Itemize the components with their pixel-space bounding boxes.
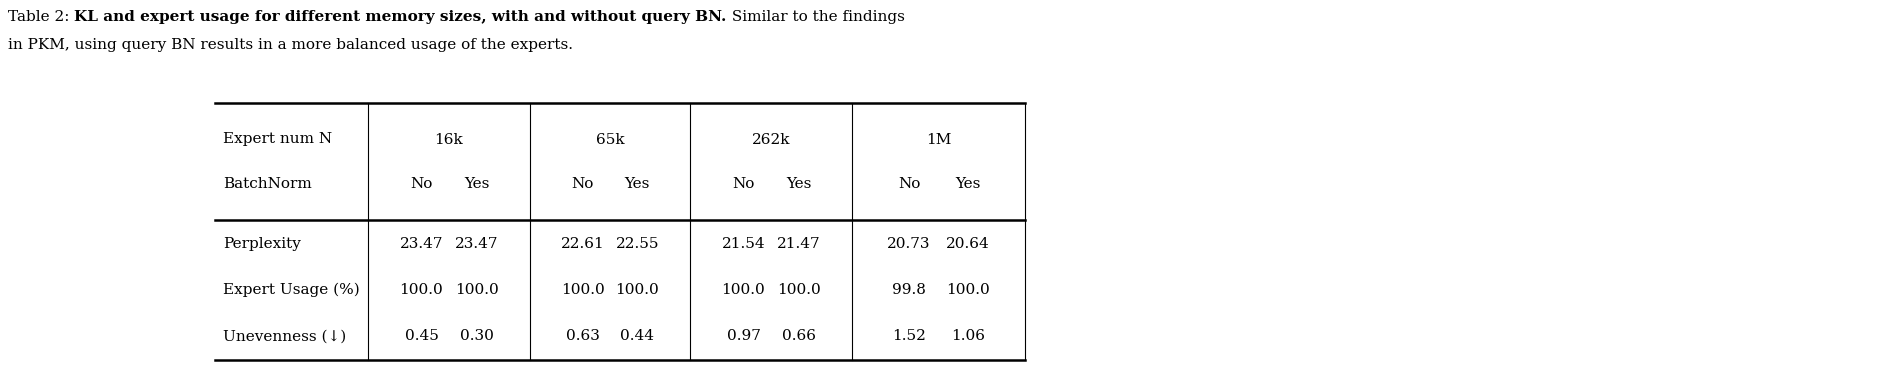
Text: 100.0: 100.0 xyxy=(615,283,659,297)
Text: Yes: Yes xyxy=(625,176,649,191)
Text: 0.30: 0.30 xyxy=(459,329,493,343)
Text: 23.47: 23.47 xyxy=(399,237,442,251)
Text: 100.0: 100.0 xyxy=(777,283,821,297)
Text: 1.06: 1.06 xyxy=(950,329,984,343)
Text: 65k: 65k xyxy=(597,132,625,147)
Text: in PKM, using query BN results in a more balanced usage of the experts.: in PKM, using query BN results in a more… xyxy=(8,38,572,52)
Text: Yes: Yes xyxy=(956,176,981,191)
Text: Unevenness (↓): Unevenness (↓) xyxy=(222,329,346,343)
Text: 262k: 262k xyxy=(751,132,790,147)
Text: 22.61: 22.61 xyxy=(561,237,604,251)
Text: Yes: Yes xyxy=(463,176,489,191)
Text: No: No xyxy=(572,176,595,191)
Text: KL and expert usage for different memory sizes, with and without query BN.: KL and expert usage for different memory… xyxy=(75,10,726,24)
Text: 16k: 16k xyxy=(435,132,463,147)
Text: 23.47: 23.47 xyxy=(455,237,499,251)
Text: 1.52: 1.52 xyxy=(892,329,926,343)
Text: 0.44: 0.44 xyxy=(621,329,655,343)
Text: 100.0: 100.0 xyxy=(455,283,499,297)
Text: 0.97: 0.97 xyxy=(726,329,760,343)
Text: No: No xyxy=(410,176,433,191)
Text: Yes: Yes xyxy=(787,176,811,191)
Text: 1M: 1M xyxy=(926,132,950,147)
Text: BatchNorm: BatchNorm xyxy=(222,176,312,191)
Text: 99.8: 99.8 xyxy=(892,283,926,297)
Text: 0.63: 0.63 xyxy=(566,329,600,343)
Text: Perplexity: Perplexity xyxy=(222,237,301,251)
Text: 100.0: 100.0 xyxy=(721,283,766,297)
Text: 21.54: 21.54 xyxy=(721,237,766,251)
Text: Expert Usage (%): Expert Usage (%) xyxy=(222,283,359,297)
Text: 0.45: 0.45 xyxy=(405,329,439,343)
Text: Expert num N: Expert num N xyxy=(222,132,331,147)
Text: No: No xyxy=(898,176,920,191)
Text: 20.73: 20.73 xyxy=(886,237,932,251)
Text: Table 2:: Table 2: xyxy=(8,10,75,24)
Text: 100.0: 100.0 xyxy=(947,283,990,297)
Text: No: No xyxy=(732,176,755,191)
Text: 21.47: 21.47 xyxy=(777,237,821,251)
Text: 0.66: 0.66 xyxy=(781,329,815,343)
Text: 100.0: 100.0 xyxy=(561,283,604,297)
Text: 20.64: 20.64 xyxy=(947,237,990,251)
Text: 22.55: 22.55 xyxy=(615,237,659,251)
Text: Similar to the findings: Similar to the findings xyxy=(726,10,905,24)
Text: 100.0: 100.0 xyxy=(399,283,444,297)
